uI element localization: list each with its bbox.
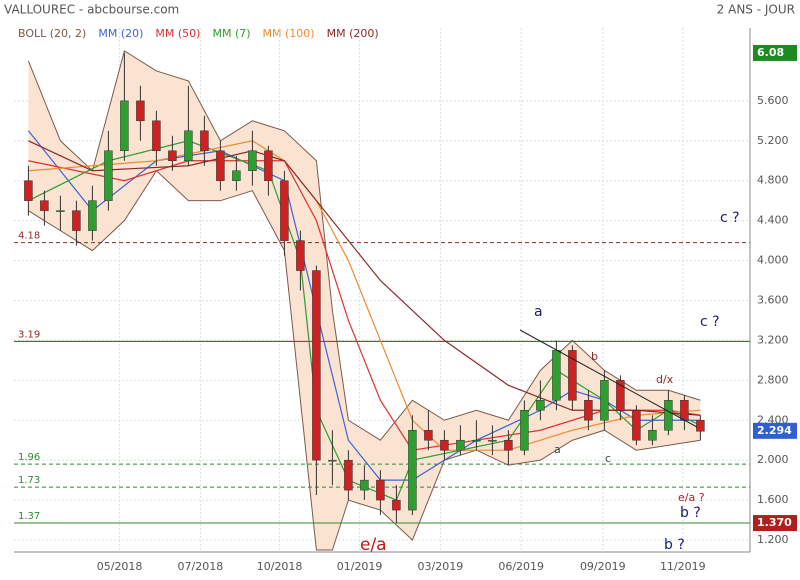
legend-entry: MM (200) [327, 27, 379, 40]
x-tick-label: 01/2019 [337, 560, 383, 573]
candle-body [408, 429, 417, 511]
candle-body [328, 459, 337, 462]
candle-body [536, 400, 545, 411]
annotation: d/x [656, 373, 674, 386]
price-tag [753, 422, 797, 439]
x-tick-label: 10/2018 [257, 560, 303, 573]
candle-body [296, 240, 305, 271]
candle-body [680, 400, 689, 421]
candle-body [568, 350, 577, 401]
x-tick-label: 03/2019 [418, 560, 464, 573]
annotation: c ? [720, 210, 740, 226]
y-tick-label: 3.200 [757, 333, 789, 346]
y-tick-label: 4.800 [757, 174, 789, 187]
price-tag [753, 515, 797, 532]
level-label: 1.37 [18, 511, 40, 522]
legend-entry: BOLL (20, 2) [18, 27, 86, 40]
candle-body [56, 210, 65, 212]
x-tick-label: 06/2019 [498, 560, 544, 573]
price-tag-label: 2.294 [757, 424, 792, 437]
candle-body [504, 439, 513, 451]
candle-body [200, 130, 209, 152]
candle-body [184, 130, 193, 161]
candle-body [552, 350, 561, 401]
annotation: e/a [360, 535, 387, 555]
level-label: 4.18 [18, 231, 40, 242]
annotation: e/a ? [678, 491, 705, 504]
y-tick-label: 2.000 [757, 453, 789, 466]
price-tag-label: 6.08 [757, 46, 784, 59]
candle-body [632, 410, 641, 441]
trend-line [519, 329, 698, 428]
annotation: c [605, 452, 611, 465]
y-tick-label: 5.600 [757, 94, 789, 107]
y-tick-label: 4.000 [757, 254, 789, 267]
candle-body [648, 429, 657, 441]
x-tick-label: 05/2018 [97, 560, 143, 573]
candle-body [696, 420, 705, 432]
candle-body [280, 180, 289, 241]
bollinger-upper [27, 50, 701, 441]
candle-body [24, 180, 33, 201]
plot-area [14, 28, 750, 552]
candle-body [392, 499, 401, 511]
candle-body [104, 150, 113, 201]
y-tick-label: 5.200 [757, 134, 789, 147]
annotation: b ? [680, 505, 701, 521]
candle-body [152, 120, 161, 152]
price-tag [753, 44, 797, 61]
candle-body [248, 150, 257, 171]
y-tick-label: 1.600 [757, 493, 789, 506]
candle-body [488, 439, 497, 442]
period: 2 ANS - JOUR [717, 3, 795, 17]
candle-body [664, 400, 673, 431]
chart-title: VALLOUREC - abcbourse.com [4, 3, 179, 17]
x-tick-label: 07/2018 [178, 560, 224, 573]
candle-body [424, 429, 433, 441]
annotation: b [591, 350, 598, 363]
annotation: a [554, 443, 561, 456]
candle-body [616, 380, 625, 411]
annotation: b ? [664, 537, 685, 553]
legend-entry: MM (20) [98, 27, 143, 40]
candle-body [584, 400, 593, 421]
price-tag-label: 1.370 [757, 516, 792, 529]
candle-body [168, 150, 177, 161]
candle-body [312, 270, 321, 461]
legend-entry: MM (50) [155, 27, 200, 40]
bollinger-fill [28, 50, 701, 551]
candle-body [232, 170, 241, 181]
x-tick-label: 11/2019 [660, 560, 706, 573]
candle-body [600, 380, 609, 421]
candle-body [120, 100, 129, 152]
y-tick-label: 3.600 [757, 293, 789, 306]
level-label: 1.73 [18, 475, 40, 486]
candle-body [88, 200, 97, 231]
candle-body [440, 439, 449, 451]
annotation: c ? [700, 314, 720, 330]
candle-body [40, 200, 49, 211]
y-tick-label: 2.800 [757, 373, 789, 386]
annotation: a [534, 304, 543, 320]
candle-body [360, 479, 369, 491]
candle-body [72, 210, 81, 231]
y-tick-label: 4.400 [757, 214, 789, 227]
y-tick-label: 1.200 [757, 533, 789, 546]
legend-entry: MM (7) [212, 27, 250, 40]
candle-body [376, 479, 385, 501]
candle-body [216, 150, 225, 181]
candle-body [456, 439, 465, 451]
candle-body [344, 459, 353, 491]
candle-body [472, 439, 481, 442]
candle-body [264, 150, 273, 181]
legend-entry: MM (100) [263, 27, 315, 40]
level-label: 3.19 [18, 329, 40, 340]
candle-body [520, 410, 529, 451]
candle-body [136, 100, 145, 122]
legend: BOLL (20, 2) MM (20) MM (50) MM (7) MM (100)… [18, 27, 379, 40]
level-label: 1.96 [18, 452, 40, 463]
x-tick-label: 09/2019 [580, 560, 626, 573]
